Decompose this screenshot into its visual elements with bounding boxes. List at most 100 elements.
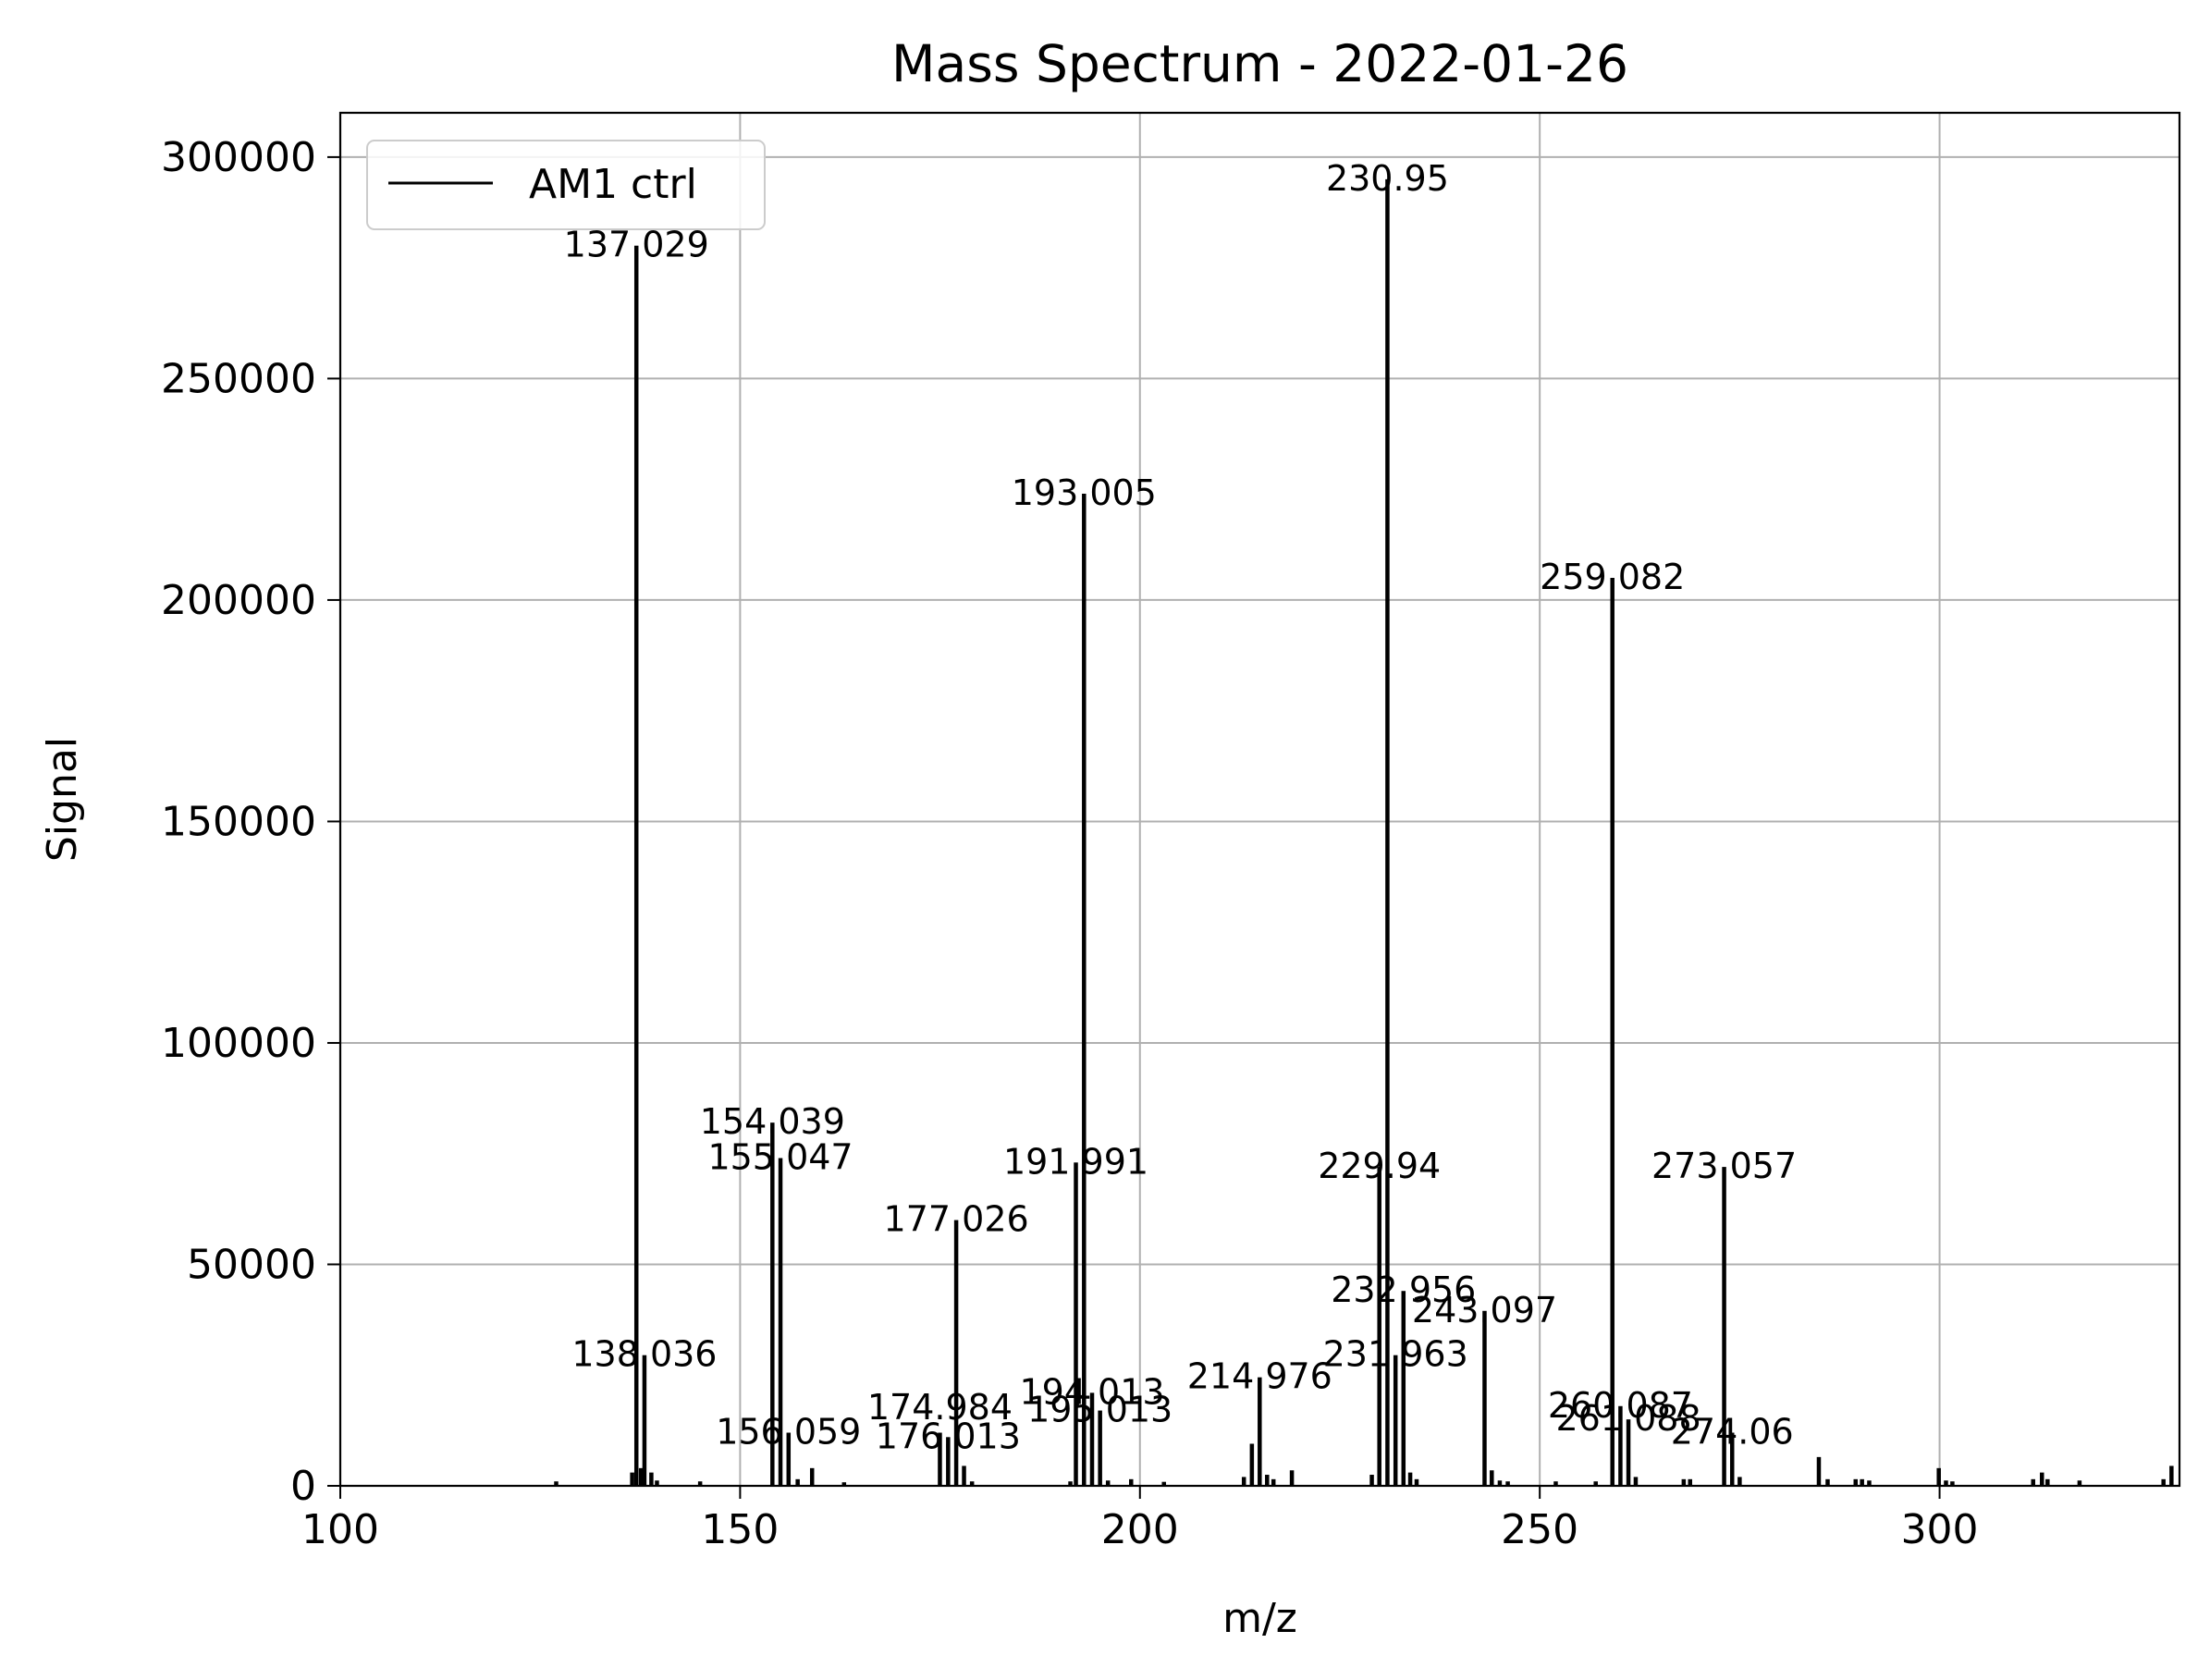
x-tick-label: 300 (1901, 1506, 1979, 1553)
peak-bar (1074, 1162, 1078, 1486)
peak-bar (1271, 1478, 1276, 1486)
peak-label: 191.991 (1003, 1141, 1148, 1182)
x-tick-label: 150 (701, 1506, 779, 1553)
peak-bar (1860, 1478, 1864, 1486)
peak-bar (1369, 1475, 1374, 1486)
peak-bar (1082, 493, 1087, 1486)
peak-bar (1289, 1470, 1295, 1486)
x-tick-label: 250 (1501, 1506, 1578, 1553)
peak-bar (1129, 1478, 1134, 1486)
peak-label: 195.013 (1027, 1390, 1173, 1430)
peak-bar (1089, 1392, 1095, 1486)
peak-label: 156.059 (716, 1412, 861, 1453)
peak-bar (1593, 1481, 1598, 1486)
peak-bar (938, 1432, 942, 1486)
peak-bar (778, 1158, 783, 1486)
peak-bar (1610, 577, 1615, 1486)
peak-bar (809, 1467, 815, 1486)
peak-bar (638, 1467, 644, 1486)
legend: AM1 ctrl (366, 140, 766, 230)
peak-bar (1249, 1443, 1255, 1486)
peak-bar (1618, 1405, 1623, 1486)
peak-label: 154.039 (700, 1101, 845, 1142)
peak-bar (1490, 1470, 1494, 1486)
peak-label: 174.984 (867, 1387, 1013, 1428)
peak-bar (1633, 1477, 1639, 1486)
peak-bar (1401, 1291, 1406, 1486)
peak-bar (1241, 1477, 1246, 1486)
peak-bar (1950, 1481, 1955, 1486)
peak-label: 229.94 (1318, 1146, 1441, 1186)
peak-bar (1393, 1355, 1398, 1486)
peak-label: 243.097 (1412, 1290, 1557, 1331)
peak-bar (1497, 1480, 1503, 1486)
x-tick-label: 100 (301, 1506, 379, 1553)
peak-bar (2031, 1478, 2035, 1486)
peak-bar (2169, 1465, 2174, 1486)
peak-bar (633, 245, 639, 1486)
peaks-layer (554, 178, 2174, 1486)
peak-label: 260.087 (1548, 1385, 1693, 1426)
ticks-layer: 100 150 200 250 300 0 50000 100000 150000 200000 2… (161, 134, 1979, 1553)
chart-title: Mass Spectrum - 2022-01-26 (891, 34, 1628, 93)
peak-bar (1729, 1432, 1735, 1486)
peak-bar (1258, 1377, 1262, 1486)
peak-bar (1068, 1481, 1073, 1486)
peak-bar (1722, 1167, 1726, 1486)
peak-bar (630, 1472, 634, 1486)
peak-bar (1688, 1478, 1693, 1486)
grid-layer (339, 113, 2179, 1487)
legend-label: AM1 ctrl (529, 161, 697, 208)
peak-bar (1161, 1481, 1166, 1486)
peak-bar (1505, 1481, 1510, 1486)
peak-bar (1626, 1419, 1631, 1486)
peak-label: 193.005 (1012, 472, 1157, 513)
peak-label: 274.06 (1671, 1412, 1794, 1453)
peak-bar (2161, 1478, 2166, 1486)
y-tick-label: 100000 (161, 1020, 316, 1067)
peak-bar (770, 1122, 775, 1486)
peak-bar (2045, 1478, 2050, 1486)
peak-bar (1414, 1478, 1419, 1486)
peak-label: 137.029 (564, 225, 709, 265)
peak-bar (953, 1220, 959, 1486)
peak-label: 261.088 (1555, 1398, 1700, 1439)
peak-label: 214.976 (1187, 1356, 1332, 1397)
y-tick-label: 50000 (187, 1241, 316, 1288)
peak-label: 230.95 (1326, 158, 1449, 199)
peak-bar (554, 1481, 559, 1486)
peak-bar (1407, 1472, 1413, 1486)
peak-bar (2077, 1480, 2082, 1486)
peak-label: 232.956 (1331, 1269, 1476, 1310)
peak-bar (1265, 1475, 1270, 1486)
peak-bar (1098, 1410, 1102, 1486)
peak-bar (1482, 1310, 1487, 1486)
peak-label: 138.036 (571, 1334, 717, 1375)
y-tick-label: 150000 (161, 798, 316, 845)
peak-label: 155.047 (707, 1137, 853, 1178)
peak-bar (1867, 1480, 1872, 1486)
peak-label: 177.026 (884, 1199, 1029, 1240)
peak-bar (1105, 1480, 1111, 1486)
x-axis-label: m/z (1222, 1595, 1297, 1642)
peak-label: 273.057 (1651, 1146, 1797, 1186)
y-tick-label: 0 (290, 1463, 316, 1510)
y-tick-label: 250000 (161, 355, 316, 402)
peak-bar (1385, 178, 1390, 1486)
x-tick-label: 200 (1101, 1506, 1179, 1553)
peak-bar (1944, 1480, 1948, 1486)
peak-bar (1737, 1477, 1742, 1486)
peak-label: 194.013 (1019, 1371, 1164, 1412)
plot-frame (338, 111, 2181, 1488)
peak-label: 231.963 (1323, 1334, 1468, 1375)
peak-bar (1377, 1167, 1381, 1486)
peak-label: 176.013 (876, 1416, 1021, 1456)
y-axis-label: Signal (39, 737, 86, 862)
peak-bar (697, 1481, 703, 1486)
peak-bar (946, 1437, 951, 1486)
peak-bar (1681, 1478, 1687, 1486)
peak-bar (969, 1481, 975, 1486)
peak-bar (795, 1478, 800, 1486)
